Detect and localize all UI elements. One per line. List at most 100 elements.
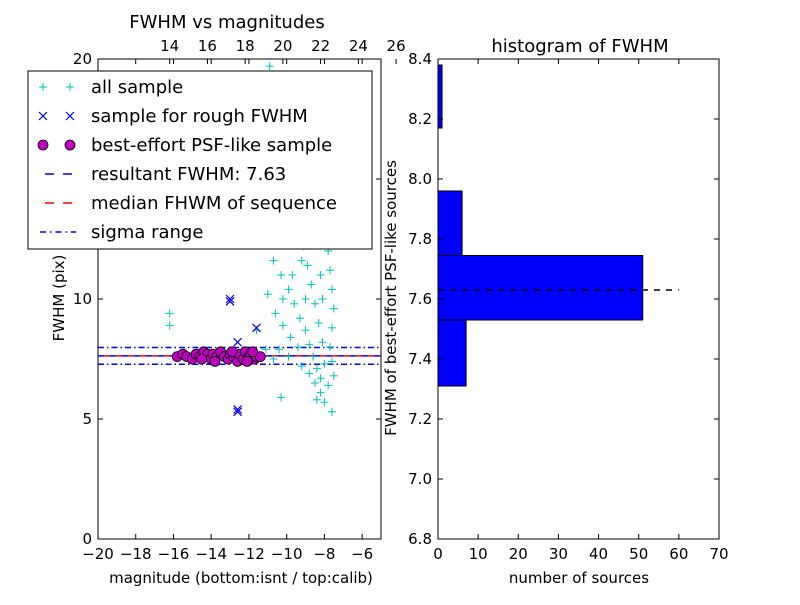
point-circle (247, 346, 259, 358)
legend-item-all: all sample (39, 77, 183, 98)
point-plus (269, 256, 278, 265)
point-plus (284, 285, 293, 294)
x-tick-label: −16 (158, 545, 190, 563)
y-tick-label: 0 (82, 530, 92, 548)
x-tick-label: −18 (120, 545, 152, 563)
point-plus (318, 295, 327, 303)
top-tick-label: 24 (349, 37, 368, 55)
point-plus (316, 374, 325, 383)
legend-label: sigma range (91, 222, 203, 243)
top-tick-label: 20 (273, 37, 292, 55)
histogram-x-tick-label: 0 (433, 545, 443, 563)
histogram-x-tick-label: 40 (589, 545, 608, 563)
point-plus (278, 321, 287, 330)
histogram-bar (437, 190, 463, 256)
y-axis-ticks: 0 5 10 20 (73, 50, 381, 548)
point-circle (254, 351, 266, 363)
legend-label: resultant FWHM: 7.63 (91, 164, 286, 185)
legend-marker (38, 111, 48, 121)
legend-item-median: median FHWM of sequence (40, 193, 337, 214)
point-circle (241, 355, 253, 367)
point-plus (165, 309, 174, 318)
x-tick-label: −6 (351, 545, 373, 563)
point-plus (297, 256, 306, 265)
point-plus (261, 345, 270, 354)
histogram-y-tick-label: 8.2 (408, 110, 432, 128)
point-plus (316, 388, 325, 397)
legend-items: all sample sample for rough FWHM best-effo… (37, 77, 337, 243)
point-x (252, 323, 261, 333)
point-plus (278, 295, 287, 303)
point-plus (310, 299, 319, 308)
point-plus (293, 343, 302, 351)
point-x (225, 294, 235, 304)
point-circle (209, 355, 221, 367)
histogram-y-axis-label: FWHM of best-effort PSF-like sources (382, 160, 400, 436)
histogram-x-axis-ticks: 0 10 20 30 40 50 60 70 (433, 59, 729, 563)
top-tick-label: 26 (387, 37, 406, 55)
legend-label: median FHWM of sequence (91, 193, 337, 214)
legend-item-best: best-effort PSF-like sample (37, 135, 332, 156)
histogram-y-tick-label: 8.4 (408, 50, 432, 68)
point-plus (320, 398, 329, 407)
y-tick-label: 20 (73, 50, 92, 68)
point-plus (284, 352, 293, 361)
top-tick-label: 22 (311, 37, 330, 55)
histogram-x-tick-label: 10 (469, 545, 488, 563)
histogram-y-tick-label: 7.2 (408, 410, 432, 428)
histogram-bar (437, 255, 644, 321)
top-tick-label: 18 (236, 37, 255, 55)
point-plus (327, 285, 336, 294)
point-plus (301, 295, 310, 303)
histogram-x-tick-label: 50 (629, 545, 648, 563)
legend-box (27, 70, 373, 250)
point-plus (320, 359, 329, 368)
histogram-y-tick-label: 7.6 (408, 290, 432, 308)
histogram-bar (437, 319, 467, 387)
point-plus (295, 314, 304, 323)
top-tick-label: 14 (160, 37, 179, 55)
histogram-x-axis-label: number of sources (509, 569, 649, 587)
histogram-y-tick-label: 7.0 (408, 470, 432, 488)
point-plus (327, 323, 336, 332)
x-tick-label: −20 (82, 545, 114, 563)
point-plus (288, 271, 297, 279)
scatter-panel: FWHM vs magnitudes −20 −18 −16 −14 −12 −10 −8−… (27, 12, 406, 587)
chart-title: FWHM vs magnitudes (129, 12, 324, 33)
histogram-x-tick-label: 60 (669, 545, 688, 563)
point-plus (310, 379, 319, 387)
histogram-bars (437, 64, 644, 387)
point-plus (312, 395, 321, 404)
point-plus (314, 319, 323, 327)
point-x (233, 337, 243, 347)
legend-label: best-effort PSF-like sample (91, 135, 332, 156)
y-axis-label: FWHM (pix) (50, 255, 68, 342)
point-circle (226, 346, 238, 358)
histogram-x-tick-label: 20 (509, 545, 528, 563)
point-plus (326, 343, 335, 351)
legend-marker (66, 83, 74, 91)
legend-marker (65, 111, 75, 121)
point-plus (318, 338, 327, 347)
point-plus (165, 321, 174, 330)
point-plus (277, 271, 286, 279)
legend-marker (64, 139, 76, 151)
histogram-y-tick-label: 7.4 (408, 350, 432, 368)
point-plus (286, 333, 295, 342)
x-tick-label: −8 (313, 545, 335, 563)
histogram-y-tick-label: 7.8 (408, 230, 432, 248)
point-plus (290, 299, 299, 308)
x-tick-label: −12 (233, 545, 265, 563)
point-plus (312, 364, 321, 373)
legend-label: all sample (91, 77, 183, 98)
point-plus (275, 345, 284, 354)
point-plus (297, 362, 306, 371)
histogram-x-tick-label: 30 (549, 545, 568, 563)
point-plus (316, 271, 325, 279)
legend-item-resultant: resultant FWHM: 7.63 (40, 164, 286, 185)
x-axis-label: magnitude (bottom:isnt / top:calib) (109, 569, 373, 587)
point-plus (329, 371, 338, 380)
point-plus (265, 62, 274, 71)
legend-marker (37, 139, 49, 151)
